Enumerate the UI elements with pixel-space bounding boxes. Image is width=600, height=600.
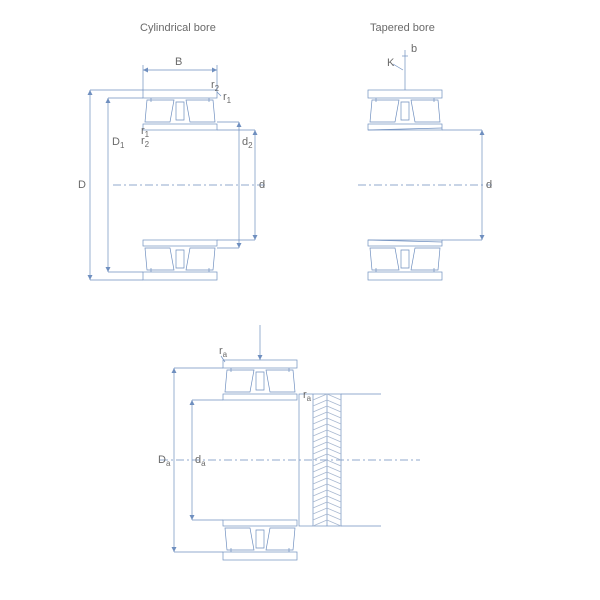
- svg-text:D: D: [78, 179, 86, 191]
- diagram-canvas: Br2r1r1r2DD1dd2bKdraraDada: [0, 0, 600, 600]
- svg-text:B: B: [175, 56, 182, 68]
- svg-text:ra: ra: [303, 389, 312, 403]
- svg-text:d: d: [486, 179, 492, 191]
- svg-text:d: d: [259, 179, 265, 191]
- svg-text:K: K: [387, 57, 395, 69]
- svg-text:ra: ra: [219, 345, 228, 359]
- svg-text:D1: D1: [112, 136, 125, 150]
- svg-text:Da: Da: [158, 454, 171, 468]
- svg-text:da: da: [195, 454, 206, 468]
- svg-text:d2: d2: [242, 136, 253, 150]
- svg-text:r1: r1: [223, 91, 232, 105]
- svg-text:b: b: [411, 43, 417, 55]
- svg-text:r2: r2: [211, 79, 220, 93]
